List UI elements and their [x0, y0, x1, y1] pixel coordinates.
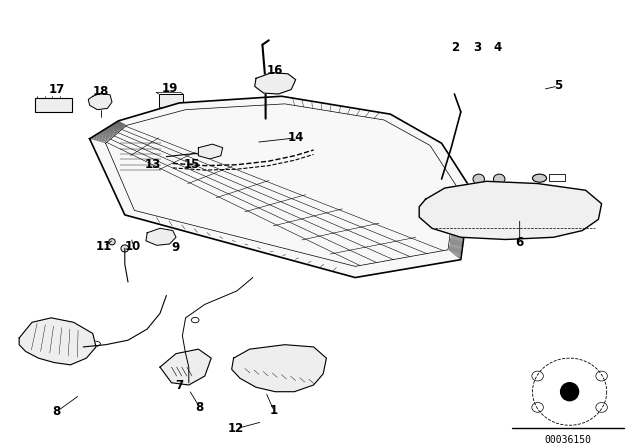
Text: 2: 2 — [452, 40, 460, 53]
Text: 6: 6 — [516, 236, 524, 249]
Text: 00036150: 00036150 — [544, 435, 591, 445]
Ellipse shape — [109, 239, 115, 245]
Text: 18: 18 — [93, 85, 109, 98]
Text: 12: 12 — [227, 422, 244, 435]
Bar — [35, 99, 72, 112]
Circle shape — [561, 383, 579, 401]
Text: 10: 10 — [125, 240, 141, 253]
Ellipse shape — [493, 174, 505, 184]
Text: 13: 13 — [144, 158, 161, 171]
Text: 17: 17 — [48, 83, 65, 96]
Text: 8: 8 — [196, 401, 204, 414]
Text: 3: 3 — [473, 40, 481, 53]
Text: 1: 1 — [270, 405, 278, 418]
Bar — [262, 78, 288, 88]
Text: 16: 16 — [267, 64, 284, 77]
Polygon shape — [198, 144, 223, 159]
Bar — [159, 94, 183, 107]
Polygon shape — [88, 93, 112, 110]
Text: 19: 19 — [161, 82, 178, 95]
Polygon shape — [255, 73, 296, 94]
Ellipse shape — [452, 174, 463, 184]
Text: 5: 5 — [554, 79, 562, 92]
Polygon shape — [90, 96, 470, 278]
Text: 8: 8 — [52, 405, 60, 418]
Bar — [549, 174, 565, 181]
Polygon shape — [146, 228, 176, 246]
Text: 14: 14 — [287, 131, 304, 144]
Polygon shape — [232, 345, 326, 392]
Ellipse shape — [120, 138, 162, 176]
Text: 15: 15 — [184, 158, 200, 171]
Polygon shape — [160, 349, 211, 385]
Polygon shape — [19, 318, 96, 365]
Ellipse shape — [157, 141, 170, 172]
Bar — [477, 204, 501, 215]
Bar — [506, 202, 530, 214]
Bar — [534, 204, 550, 214]
Text: 11: 11 — [95, 240, 112, 253]
Polygon shape — [419, 181, 602, 240]
Text: 9: 9 — [172, 241, 180, 254]
Ellipse shape — [262, 115, 269, 123]
Text: 4: 4 — [494, 40, 502, 53]
Bar — [106, 139, 131, 151]
Ellipse shape — [532, 174, 547, 182]
Ellipse shape — [473, 174, 484, 184]
Text: 7: 7 — [175, 379, 183, 392]
Ellipse shape — [121, 245, 129, 252]
